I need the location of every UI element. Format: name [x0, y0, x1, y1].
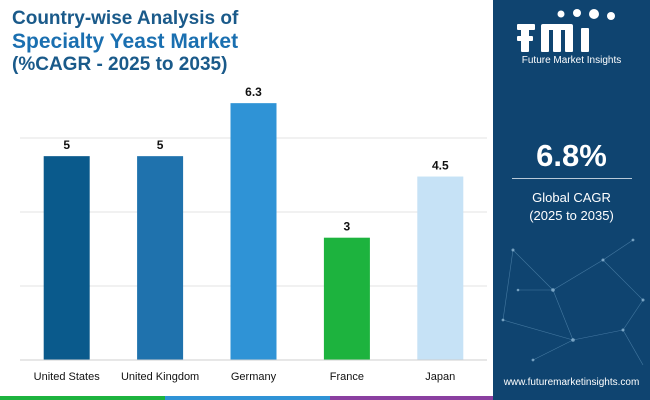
data-label: 6.3	[245, 85, 262, 99]
data-label: 5	[63, 138, 70, 152]
network-decoration	[501, 238, 645, 366]
website-link[interactable]: www.futuremarketinsights.com	[503, 377, 640, 388]
x-tick-label: France	[330, 371, 364, 383]
data-label: 5	[157, 138, 164, 152]
x-tick-label: United Kingdom	[121, 371, 199, 383]
data-label: 4.5	[432, 159, 449, 173]
data-label: 3	[344, 220, 351, 234]
x-tick-label: United States	[34, 371, 101, 383]
bar-japan	[417, 176, 464, 360]
title-line-1: Country-wise Analysis of	[12, 8, 239, 29]
bar-germany	[230, 103, 277, 361]
bar-chart: 5 United States 5 United Kingdom 6.3 Germany 3…	[20, 85, 487, 383]
brand-name: Future Market Insights	[521, 55, 622, 66]
global-cagr-period: (2025 to 2035)	[529, 208, 614, 223]
bottom-strip-blue	[165, 396, 330, 400]
bottom-strip-purple	[330, 396, 493, 400]
bar-france	[323, 237, 370, 360]
fmi-logo	[517, 9, 615, 52]
summary-panel: Future Market Insights 6.8% Global CAGR …	[493, 0, 650, 400]
title-line-3: (%CAGR - 2025 to 2035)	[12, 54, 228, 75]
global-cagr-value: 6.8%	[536, 138, 607, 173]
separator	[511, 178, 632, 179]
x-tick-label: Japan	[425, 371, 455, 383]
cagr-summary: 6.8% Global CAGR (2025 to 2035)	[493, 138, 650, 225]
bottom-strip-green	[0, 396, 165, 400]
bar-united-states	[43, 156, 90, 360]
x-tick-label: Germany	[231, 371, 277, 383]
global-cagr-label: Global CAGR	[532, 190, 611, 205]
title-line-2: Specialty Yeast Market	[12, 30, 239, 53]
bar-united-kingdom	[137, 156, 184, 360]
chart-title: Country-wise Analysis of Specialty Yeast…	[12, 8, 238, 76]
